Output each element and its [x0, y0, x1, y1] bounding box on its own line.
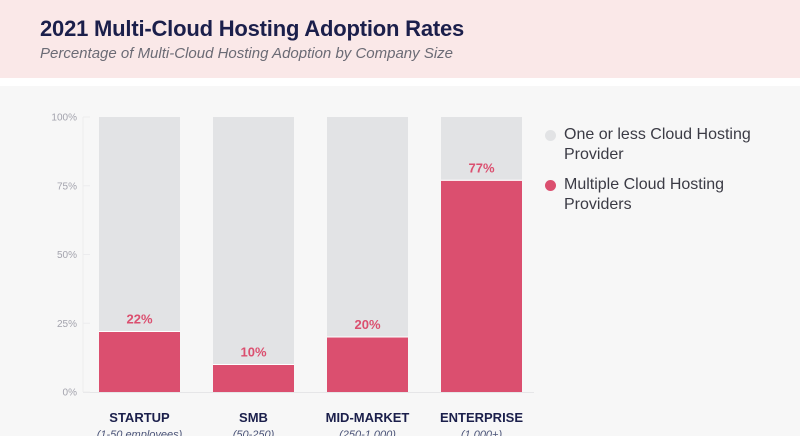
bar-multiple [327, 337, 408, 392]
bar-multiple [99, 332, 180, 392]
header-divider [0, 78, 800, 86]
data-label: 20% [354, 317, 380, 332]
y-tick-label: 0% [63, 388, 78, 399]
legend-item-multiple: Multiple Cloud Hosting Providers [542, 175, 792, 215]
bar-single [327, 117, 408, 337]
legend-item-single: One or less Cloud Hosting Provider [542, 125, 792, 165]
data-label: 77% [468, 160, 494, 175]
bar-multiple [213, 365, 294, 392]
category-sublabel: (50-250) [233, 429, 275, 436]
category-sublabel: (1,000+) [461, 429, 503, 436]
data-label: 10% [240, 345, 266, 360]
bar-single [99, 117, 180, 332]
bar-multiple [441, 180, 522, 392]
bar-chart: 0% 25% 50% 75% 100% 22% STARTUP (1-50 employees… [51, 113, 534, 436]
y-tick-label: 100% [51, 113, 77, 124]
category-label: SMB [239, 410, 268, 425]
legend-swatch-single [545, 130, 556, 141]
data-label: 22% [126, 312, 152, 327]
legend-label-single: One or less Cloud Hosting Provider [564, 126, 751, 163]
y-tick-label: 25% [57, 319, 77, 330]
category-sublabel: (250-1,000) [339, 429, 396, 436]
category-label: MID-MARKET [326, 410, 410, 425]
category-label: STARTUP [109, 410, 170, 425]
bar-single [441, 117, 522, 181]
y-tick-label: 75% [57, 181, 77, 192]
category-sublabel: (1-50 employees) [97, 429, 183, 436]
header-band [0, 0, 800, 78]
legend-swatch-multiple [545, 180, 556, 191]
chart-title: 2021 Multi-Cloud Hosting Adoption Rates [40, 16, 465, 41]
chart-subtitle: Percentage of Multi-Cloud Hosting Adopti… [40, 45, 453, 62]
category-label: ENTERPRISE [440, 410, 523, 425]
legend: One or less Cloud Hosting Provider Multi… [542, 125, 792, 225]
legend-label-multiple: Multiple Cloud Hosting Providers [564, 176, 725, 213]
bar-single [213, 117, 294, 365]
y-tick-label: 50% [57, 250, 77, 261]
